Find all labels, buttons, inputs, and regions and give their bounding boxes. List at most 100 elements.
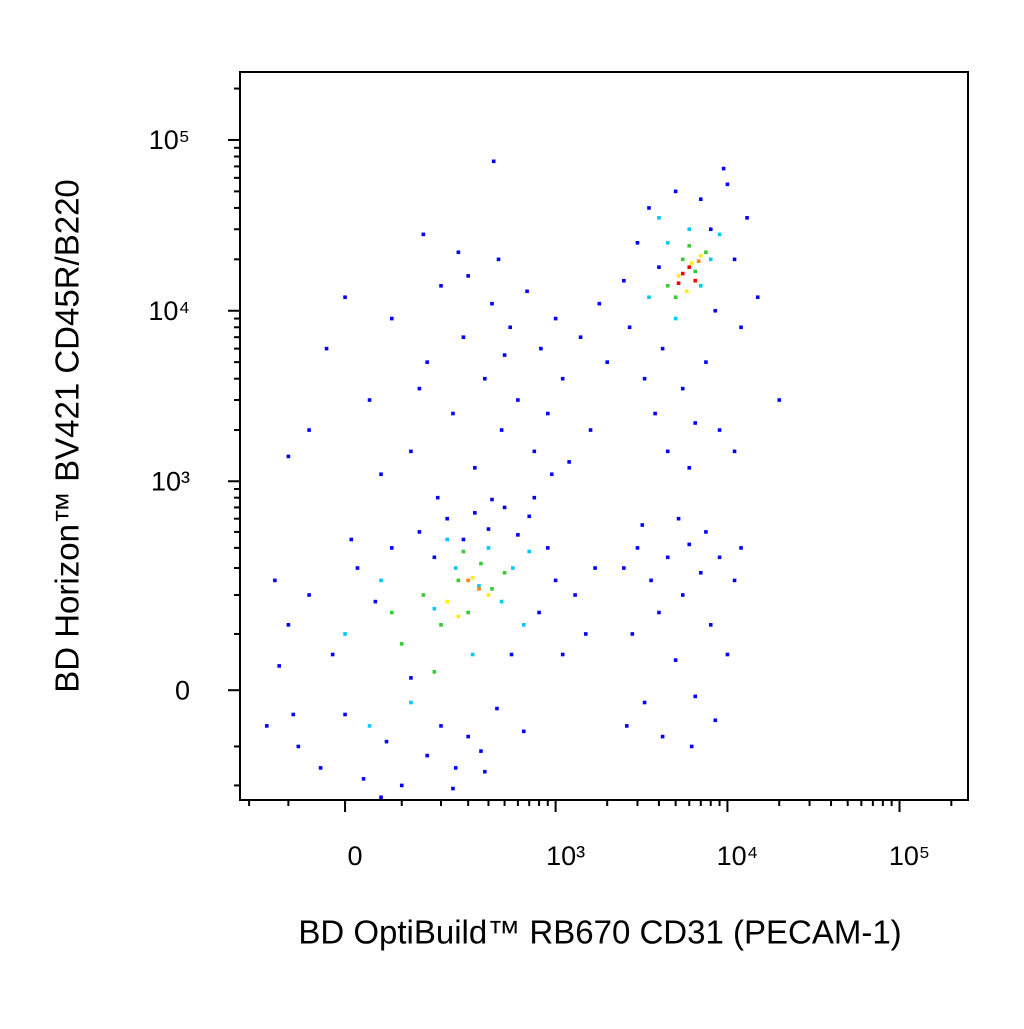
data-point	[495, 706, 499, 711]
data-point	[432, 670, 437, 674]
data-point	[717, 428, 722, 432]
y-tick-label: 0	[175, 675, 190, 705]
data-point	[676, 516, 681, 521]
data-point	[483, 376, 487, 381]
data-point	[486, 527, 491, 531]
x-tick-label: 0	[348, 841, 363, 871]
data-point	[445, 537, 449, 542]
data-point	[389, 610, 394, 615]
data-point	[660, 346, 665, 351]
data-point	[717, 555, 722, 560]
data-point	[693, 278, 698, 283]
data-point	[421, 593, 426, 597]
data-point	[573, 593, 577, 597]
data-point	[687, 244, 692, 248]
data-point	[553, 316, 558, 321]
data-point	[318, 766, 323, 770]
data-point	[379, 578, 383, 583]
data-point	[479, 749, 483, 753]
data-point	[409, 449, 413, 454]
data-point	[665, 240, 670, 245]
data-point	[361, 777, 366, 781]
data-point	[657, 610, 661, 615]
plot-frame	[239, 71, 969, 801]
data-point	[307, 593, 311, 597]
data-point	[708, 623, 713, 627]
y-axis-title: BD Horizon™ BV421 CD45R/B220	[49, 179, 86, 693]
data-point	[473, 466, 477, 470]
data-point	[389, 546, 394, 550]
data-point	[689, 261, 694, 265]
data-point	[516, 398, 520, 402]
data-point	[549, 472, 554, 477]
data-point	[653, 411, 657, 416]
data-point	[466, 610, 470, 615]
data-point	[343, 295, 347, 300]
data-point	[477, 587, 481, 591]
data-point	[725, 652, 730, 657]
data-point	[399, 783, 404, 788]
data-point	[673, 658, 678, 662]
data-point	[502, 505, 507, 510]
data-point	[553, 578, 558, 583]
data-point	[532, 449, 537, 454]
data-point	[417, 530, 422, 534]
data-point	[399, 642, 404, 646]
data-point	[486, 546, 491, 550]
data-point	[627, 325, 632, 330]
data-point	[640, 523, 645, 527]
data-point	[425, 360, 429, 364]
data-point	[696, 259, 701, 264]
data-point	[583, 632, 588, 636]
data-point	[665, 449, 670, 454]
data-point	[687, 227, 692, 232]
data-point	[665, 283, 670, 288]
data-point	[432, 606, 437, 611]
data-point	[680, 257, 685, 262]
data-point	[755, 295, 760, 300]
data-point	[343, 712, 347, 717]
data-point	[439, 724, 443, 728]
data-point	[355, 566, 360, 570]
data-point	[704, 530, 708, 534]
data-point	[421, 232, 426, 237]
data-point	[432, 555, 437, 560]
data-point	[560, 376, 565, 381]
data-point	[622, 566, 626, 570]
data-point	[307, 428, 311, 432]
data-point	[713, 718, 718, 723]
data-point	[409, 676, 413, 680]
x-tick-label: 10⁵	[889, 841, 930, 871]
data-point	[491, 159, 496, 164]
data-point	[687, 542, 692, 547]
data-point	[456, 614, 461, 619]
data-point	[698, 283, 703, 288]
data-point	[693, 269, 698, 274]
data-point	[456, 578, 461, 583]
data-point	[486, 593, 491, 597]
data-point	[684, 289, 689, 294]
data-point	[470, 575, 475, 580]
data-point	[461, 549, 466, 554]
data-point	[367, 398, 372, 402]
data-point	[630, 632, 635, 636]
data-point	[461, 537, 466, 542]
data-point	[479, 561, 483, 566]
data-point	[508, 325, 512, 330]
data-point	[689, 744, 694, 749]
data-point	[642, 376, 647, 381]
data-point	[453, 566, 458, 570]
data-point	[286, 623, 291, 627]
data-point	[578, 335, 583, 339]
data-point	[439, 283, 443, 288]
data-point	[537, 610, 541, 615]
data-point	[456, 250, 461, 255]
data-point	[527, 549, 532, 554]
y-tick-label: 10⁵	[149, 125, 190, 155]
data-point	[470, 652, 475, 657]
data-point	[647, 295, 651, 300]
data-point	[777, 398, 782, 402]
data-point	[635, 546, 640, 550]
data-point	[597, 301, 602, 306]
